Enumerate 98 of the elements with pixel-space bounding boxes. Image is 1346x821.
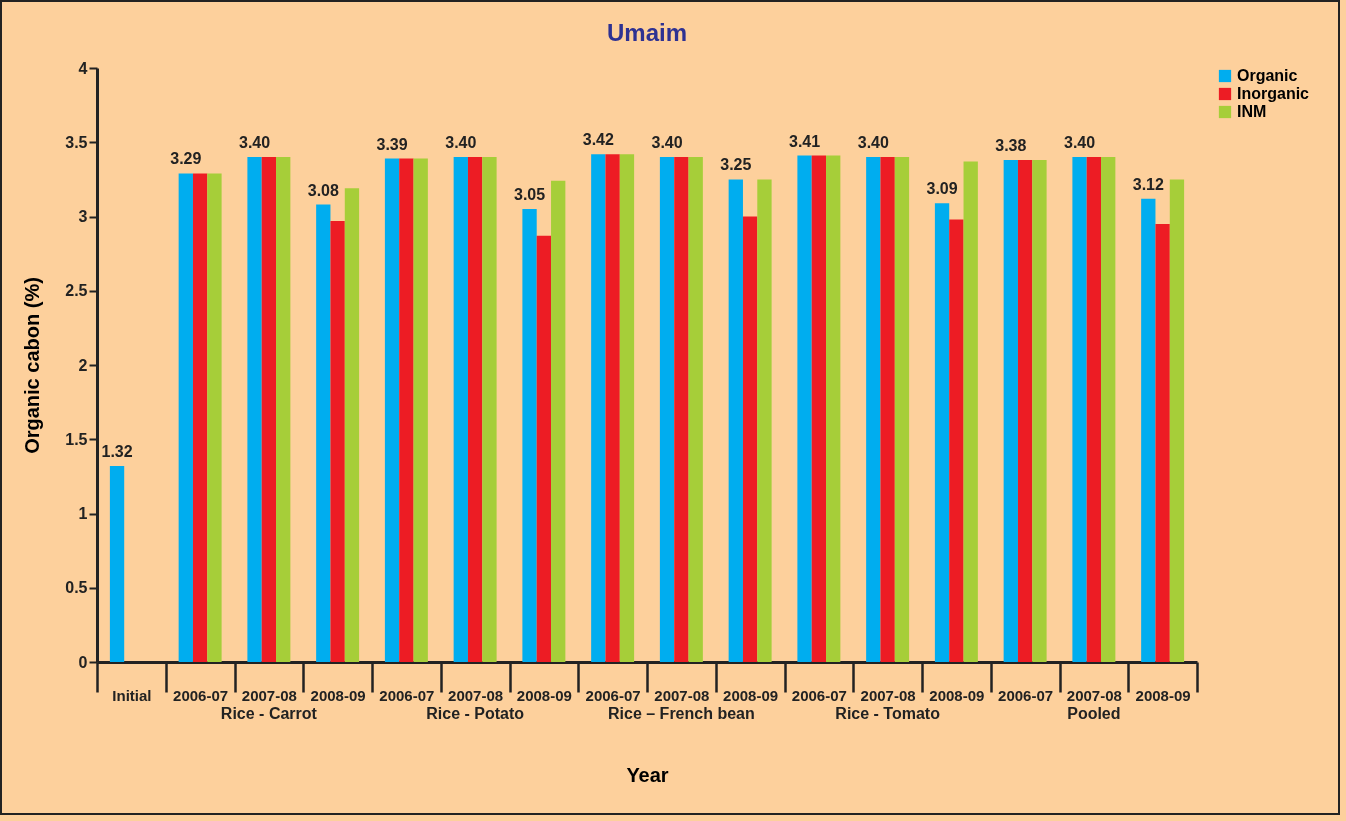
bar [688, 157, 703, 662]
data-label: 3.08 [307, 181, 339, 199]
bar [453, 157, 468, 662]
bar [316, 204, 331, 662]
bar [934, 203, 950, 662]
bar [1017, 160, 1033, 662]
x-tick-label: 2008-09 [310, 686, 366, 704]
bar [826, 155, 841, 662]
bar [330, 220, 345, 662]
bar [1141, 198, 1156, 662]
x-tick-label: 2008-09 [516, 686, 572, 704]
data-label: 3.39 [376, 135, 408, 153]
x-tick-label: Initial [112, 686, 152, 704]
data-label: 3.38 [995, 137, 1027, 155]
x-tick-label: 2006-07 [173, 686, 229, 704]
bar [276, 157, 291, 662]
data-label: 3.42 [582, 131, 614, 149]
y-tick-label: 0.5 [65, 579, 88, 597]
bar [522, 209, 537, 662]
data-label: 3.40 [651, 134, 683, 152]
bar [1169, 179, 1185, 662]
x-tick-label: 2007-08 [448, 686, 504, 704]
y-tick-label: 2.5 [65, 282, 88, 300]
x-tick-label: 2007-08 [1066, 686, 1122, 704]
legend-label: Inorganic [1237, 85, 1310, 102]
bar [1086, 157, 1102, 662]
x-tick-label: 2008-09 [723, 686, 779, 704]
y-tick-label: 3.5 [65, 133, 88, 151]
bar [674, 157, 689, 662]
bar [659, 157, 675, 662]
chart-title: Umaim [606, 19, 688, 46]
bar [811, 155, 827, 662]
y-tick-label: 1 [78, 505, 88, 522]
bar [344, 188, 360, 662]
x-tick-label: 2006-07 [791, 686, 847, 704]
x-axis-title: Year [626, 763, 669, 786]
bar [384, 158, 400, 662]
data-label: 3.05 [513, 186, 546, 204]
y-tick-label: 3 [78, 208, 88, 225]
bar [742, 216, 758, 662]
bar [619, 154, 635, 662]
text: Rice - Carrot [220, 705, 318, 722]
bar [757, 179, 772, 662]
bar [880, 157, 895, 662]
text: Rice - Tomato [835, 705, 941, 722]
bar [591, 154, 606, 662]
y-tick-label: 2 [78, 356, 88, 374]
x-tick-label: 2006-07 [379, 686, 435, 704]
bar [413, 158, 428, 662]
data-label: 3.40 [1063, 134, 1096, 152]
x-tick-label: 2007-08 [860, 686, 916, 704]
y-axis-title: Organic cabon (%) [21, 277, 44, 454]
bar [109, 465, 125, 662]
data-label: 3.40 [445, 134, 477, 152]
bar [1155, 223, 1170, 662]
bar [894, 157, 910, 662]
data-label: 3.25 [720, 156, 752, 174]
bar [399, 158, 414, 662]
bar [261, 157, 277, 662]
legend-label: Organic [1237, 67, 1298, 84]
y-tick-label: 4 [78, 59, 88, 77]
bar [949, 219, 964, 662]
text: Pooled [1067, 705, 1121, 722]
bar [247, 157, 262, 662]
data-label: 3.40 [238, 134, 271, 152]
bar [963, 161, 978, 662]
x-tick-label: 2008-09 [1135, 686, 1191, 704]
data-label: 1.32 [101, 442, 133, 460]
bar [866, 157, 881, 662]
bar [1072, 157, 1087, 662]
bar [797, 155, 812, 662]
bar [467, 157, 483, 662]
legend-label: INM [1237, 103, 1267, 120]
x-tick-label: 2007-08 [654, 686, 710, 704]
data-label: 3.12 [1132, 175, 1164, 193]
bar [536, 235, 552, 662]
x-tick-label: 2007-08 [241, 686, 297, 704]
bar [178, 173, 193, 662]
data-label: 3.09 [926, 180, 958, 198]
bar [482, 157, 497, 662]
bar [551, 180, 566, 662]
bar [1003, 160, 1018, 662]
text: Rice - Potato [426, 705, 525, 722]
data-label: 3.40 [857, 134, 889, 152]
x-tick-label: 2006-07 [585, 686, 641, 704]
x-tick-label: 2008-09 [929, 686, 985, 704]
data-label: 3.29 [170, 150, 202, 168]
y-tick-label: 1.5 [65, 430, 88, 448]
bar [1101, 157, 1116, 662]
bar [207, 173, 222, 662]
data-label: 3.41 [788, 132, 821, 150]
text: Rice – French bean [608, 705, 755, 722]
y-tick-label: 0 [78, 653, 88, 671]
bar [1032, 160, 1047, 662]
bar [192, 173, 208, 662]
x-tick-label: 2006-07 [998, 686, 1054, 704]
bar [605, 154, 620, 662]
bar [728, 179, 743, 662]
